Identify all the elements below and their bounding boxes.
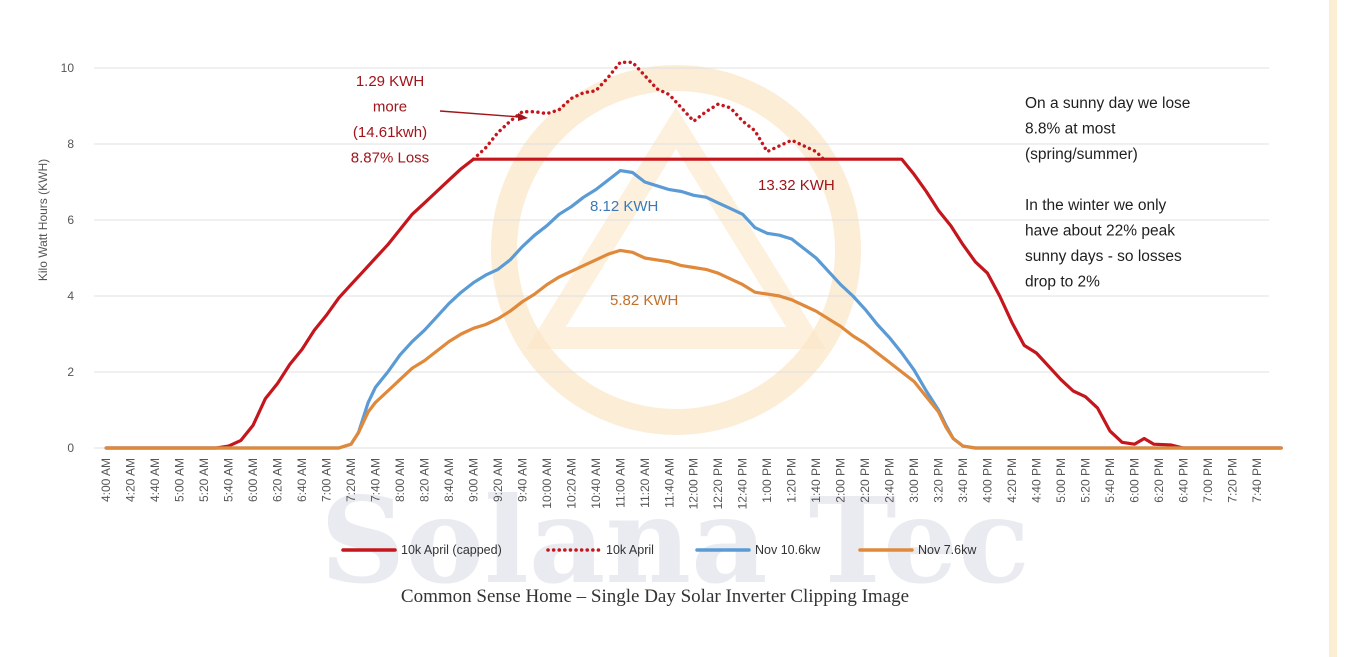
annotation-text: 5.82 KWH <box>610 292 678 309</box>
x-tick-label: 9:00 AM <box>466 458 480 502</box>
x-tick-label: 9:20 AM <box>491 458 505 502</box>
x-tick-label: 4:00 PM <box>980 458 994 503</box>
x-tick-label: 2:00 PM <box>834 458 848 503</box>
x-tick-label: 9:40 AM <box>515 458 529 502</box>
x-tick-label: 1:00 PM <box>760 458 774 503</box>
x-tick-label: 7:20 AM <box>344 458 358 502</box>
annotation-text: 8.87% Loss <box>351 150 429 167</box>
x-tick-label: 10:00 AM <box>540 458 554 509</box>
note-line: have about 22% peak <box>1025 223 1175 240</box>
x-tick-label: 6:00 AM <box>246 458 260 502</box>
watermark-text: Solana Tec <box>320 471 1030 610</box>
y-axis-label: Kilo Watt Hours (KWH) <box>36 159 50 281</box>
x-tick-label: 2:20 PM <box>858 458 872 503</box>
x-tick-label: 3:00 PM <box>907 458 921 503</box>
x-tick-label: 5:00 PM <box>1054 458 1068 503</box>
x-tick-label: 6:00 PM <box>1127 458 1141 503</box>
x-tick-label: 11:00 AM <box>613 458 627 508</box>
x-tick-label: 11:40 AM <box>662 458 676 508</box>
y-tick-label: 6 <box>67 213 74 227</box>
annotation-text: (14.61kwh) <box>353 124 427 141</box>
x-axis-ticks: 4:00 AM 4:20 AM 4:40 AM 5:00 AM 5:20 AM 5:40 … <box>99 458 1264 509</box>
x-tick-label: 4:40 PM <box>1029 458 1043 503</box>
note-line: (spring/summer) <box>1025 146 1138 163</box>
note-line: On a sunny day we lose <box>1025 95 1190 112</box>
legend-label: Nov 7.6kw <box>918 543 977 557</box>
x-tick-label: 12:00 PM <box>687 458 701 509</box>
x-tick-label: 4:40 AM <box>148 458 162 502</box>
x-tick-label: 5:20 AM <box>197 458 211 502</box>
x-tick-label: 3:40 PM <box>956 458 970 503</box>
x-tick-label: 12:40 PM <box>736 458 750 509</box>
x-tick-label: 6:40 AM <box>295 458 309 502</box>
watermark: Solana Tec <box>320 65 1030 610</box>
annotation-arrow <box>439 110 521 118</box>
x-tick-label: 4:00 AM <box>99 458 113 502</box>
x-tick-label: 10:20 AM <box>564 458 578 509</box>
x-tick-label: 2:40 PM <box>883 458 897 503</box>
y-axis-ticks: 0 2 4 6 8 10 <box>61 61 75 455</box>
x-tick-label: 5:20 PM <box>1078 458 1092 503</box>
x-tick-label: 8:20 AM <box>417 458 431 502</box>
solar-clipping-chart: Solana Tec 0 2 4 6 8 10 4:00 AM 4:20 AM 4:40 AM… <box>36 60 1283 610</box>
note-line: drop to 2% <box>1025 274 1100 291</box>
series-line-10k-april <box>471 60 826 161</box>
page-side-accent-bar <box>1329 0 1337 657</box>
annotation-arrowhead <box>518 113 528 121</box>
note-line: In the winter we only <box>1025 197 1167 214</box>
series-lines <box>104 60 1283 450</box>
x-tick-label: 4:20 PM <box>1005 458 1019 503</box>
annotation-text: 13.32 KWH <box>758 177 835 194</box>
x-tick-label: 8:40 AM <box>442 458 456 502</box>
y-tick-label: 10 <box>61 61 75 75</box>
x-tick-label: 7:40 PM <box>1250 458 1264 503</box>
x-tick-label: 1:20 PM <box>785 458 799 503</box>
x-tick-label: 6:20 PM <box>1152 458 1166 503</box>
note-line: sunny days - so losses <box>1025 248 1182 265</box>
y-tick-label: 0 <box>67 441 74 455</box>
series-line-10k-april-capped <box>104 157 1283 450</box>
x-tick-label: 6:20 AM <box>271 458 285 502</box>
series-line-nov-10-6kw <box>104 169 1283 450</box>
watermark-ring <box>491 65 861 435</box>
x-tick-label: 1:40 PM <box>809 458 823 503</box>
annotations: 1.29 KWH more (14.61kwh) 8.87% Loss 13.32 KW… <box>351 73 835 309</box>
side-notes: On a sunny day we lose 8.8% at most (sprin… <box>1025 95 1190 291</box>
y-tick-label: 2 <box>67 365 74 379</box>
x-tick-label: 7:40 AM <box>369 458 383 502</box>
watermark-triangle <box>526 107 826 349</box>
legend: 10k April (capped) 10k April Nov 10.6kw Nov… <box>341 543 977 557</box>
figure-caption: Common Sense Home – Single Day Solar Inv… <box>400 586 910 607</box>
x-tick-label: 7:20 PM <box>1225 458 1239 503</box>
y-tick-label: 8 <box>67 137 74 151</box>
x-tick-label: 3:20 PM <box>932 458 946 503</box>
x-tick-label: 6:40 PM <box>1176 458 1190 503</box>
annotation-text: 8.12 KWH <box>590 198 658 215</box>
x-tick-label: 12:20 PM <box>711 458 725 509</box>
x-tick-label: 7:00 PM <box>1201 458 1215 503</box>
series-line-nov-7-6kw <box>104 248 1283 450</box>
annotation-text: more <box>373 99 407 116</box>
legend-label: 10k April <box>606 543 654 557</box>
x-tick-label: 4:20 AM <box>124 458 138 502</box>
x-tick-label: 10:40 AM <box>589 458 603 509</box>
x-tick-label: 5:00 AM <box>173 458 187 502</box>
x-tick-label: 5:40 PM <box>1103 458 1117 503</box>
x-tick-label: 5:40 AM <box>222 458 236 502</box>
x-tick-label: 8:00 AM <box>393 458 407 502</box>
y-tick-label: 4 <box>67 289 74 303</box>
x-tick-label: 7:00 AM <box>320 458 334 502</box>
legend-label: Nov 10.6kw <box>755 543 821 557</box>
note-line: 8.8% at most <box>1025 121 1116 138</box>
annotation-text: 1.29 KWH <box>356 73 424 90</box>
legend-label: 10k April (capped) <box>401 543 502 557</box>
x-tick-label: 11:20 AM <box>638 458 652 508</box>
